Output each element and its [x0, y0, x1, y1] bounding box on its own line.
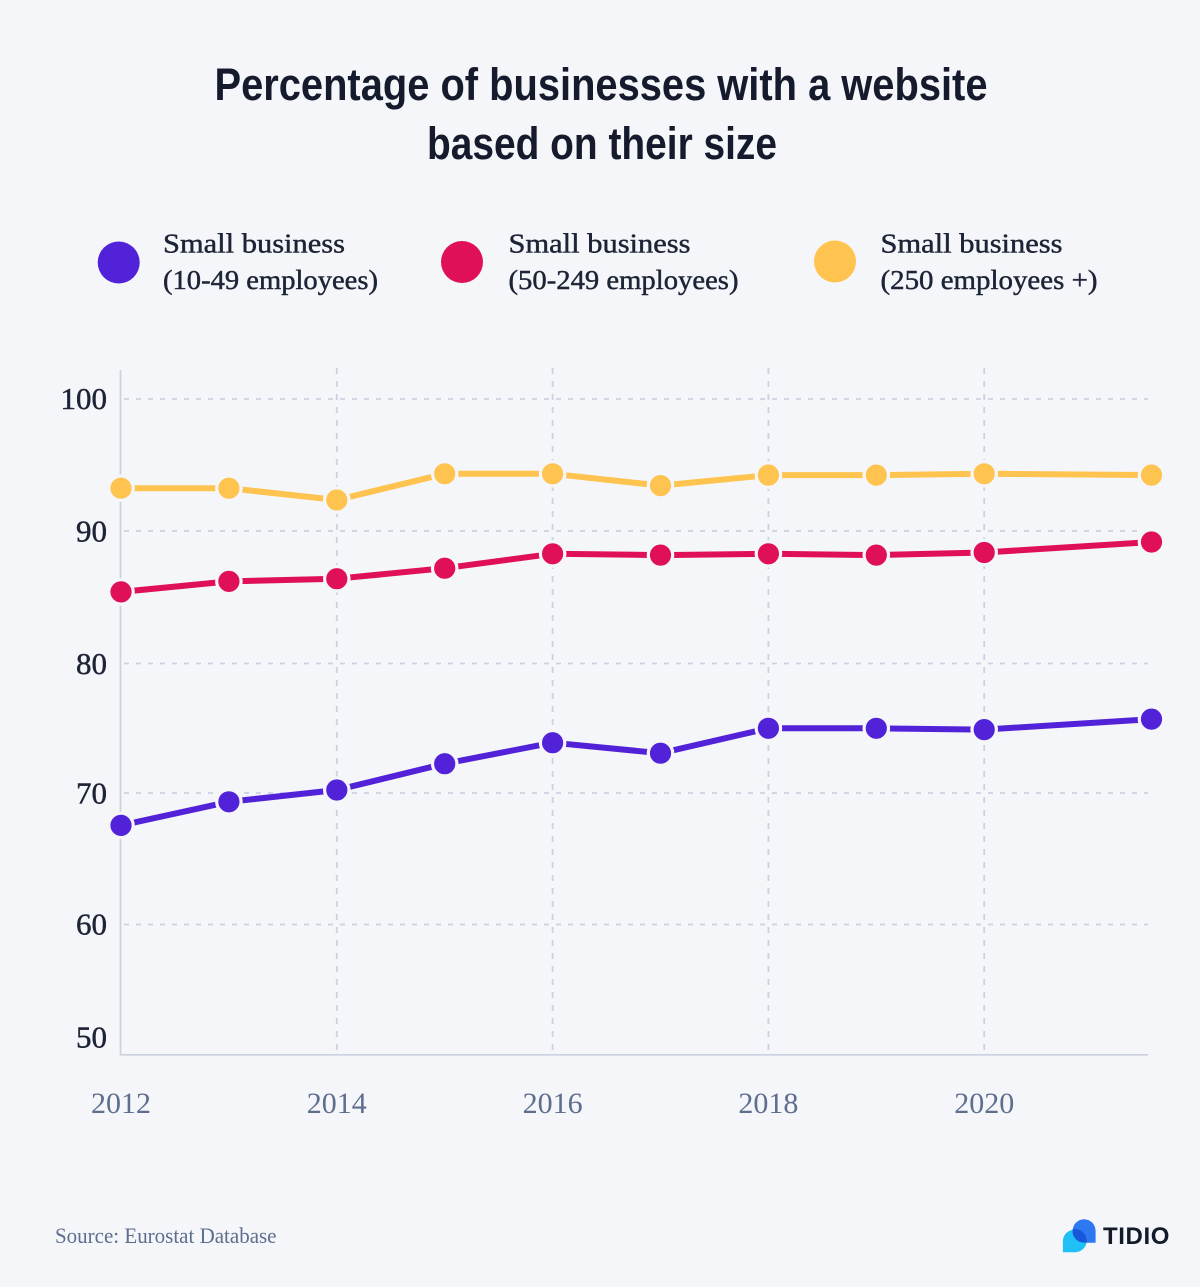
svg-text:based on their size: based on their size: [427, 118, 777, 169]
svg-text:(250 employees +): (250 employees +): [881, 265, 1098, 295]
svg-text:2014: 2014: [307, 1087, 367, 1120]
svg-text:TIDIO: TIDIO: [1103, 1223, 1170, 1250]
svg-text:2018: 2018: [738, 1087, 798, 1120]
svg-text:90: 90: [76, 514, 107, 549]
svg-text:Small business: Small business: [163, 229, 345, 259]
svg-text:Source: Eurostat Database: Source: Eurostat Database: [55, 1223, 277, 1248]
svg-text:Small business: Small business: [881, 229, 1063, 259]
svg-text:Small business: Small business: [509, 229, 691, 259]
svg-text:2012: 2012: [91, 1087, 151, 1120]
svg-text:60: 60: [76, 907, 107, 942]
svg-text:50: 50: [76, 1020, 107, 1055]
svg-text:(10-49 employees): (10-49 employees): [163, 265, 378, 295]
svg-text:(50-249 employees): (50-249 employees): [509, 265, 739, 295]
svg-text:100: 100: [61, 381, 108, 416]
svg-text:Percentage of businesses with: Percentage of businesses with a website: [215, 59, 988, 110]
svg-text:2020: 2020: [954, 1087, 1014, 1120]
svg-text:2016: 2016: [523, 1087, 583, 1120]
svg-text:80: 80: [76, 646, 107, 681]
svg-text:70: 70: [76, 776, 107, 811]
